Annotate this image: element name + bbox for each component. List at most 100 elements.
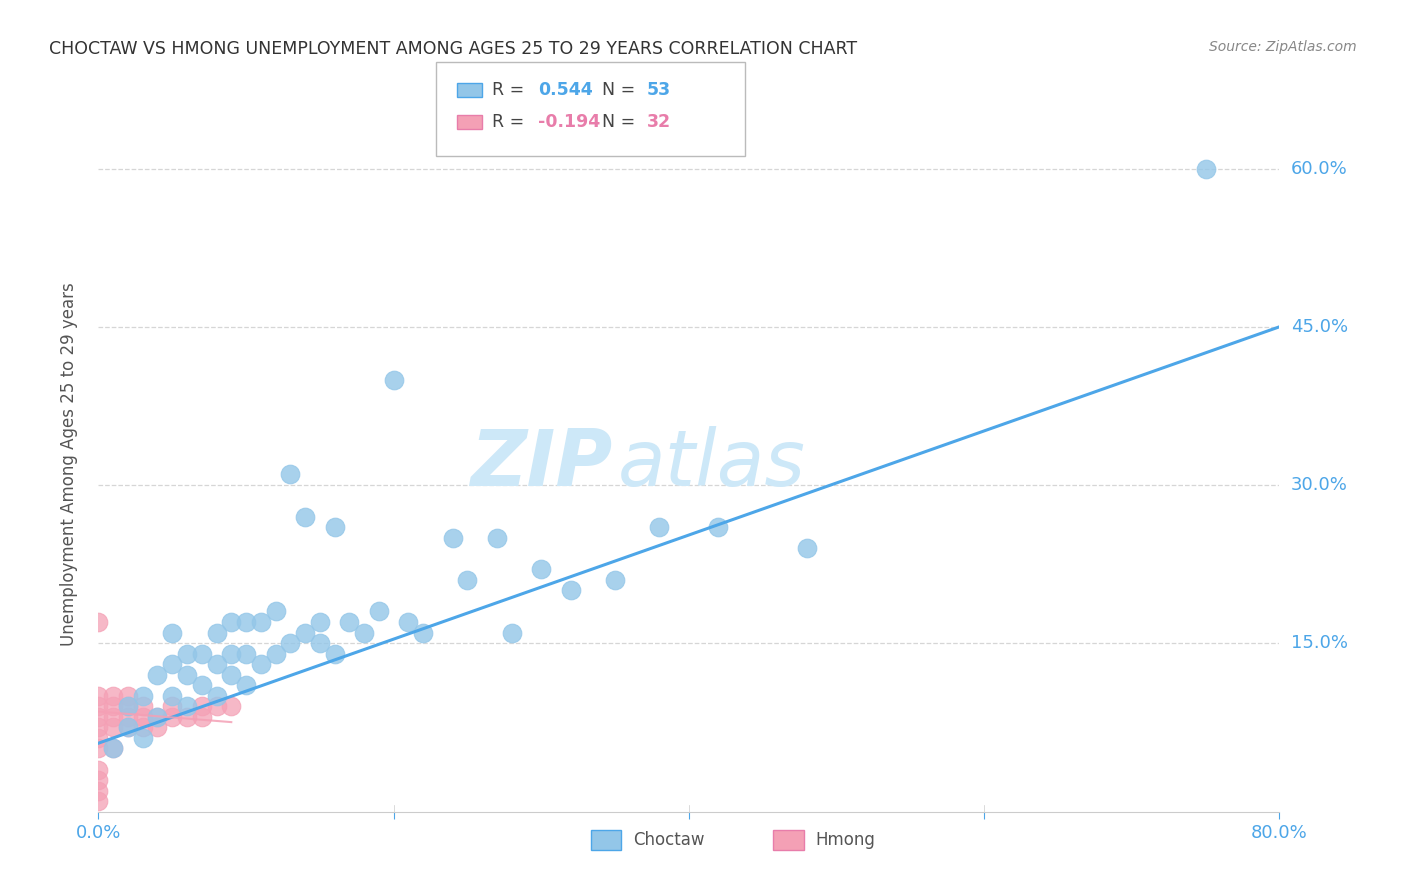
Point [117, 710, 139, 724]
Point [117, 720, 139, 734]
Point [368, 604, 391, 618]
Point [191, 699, 214, 714]
Point [278, 636, 302, 650]
Point [323, 647, 346, 661]
Point [132, 710, 155, 724]
Point [146, 710, 169, 724]
Point [162, 689, 183, 703]
Point [235, 647, 257, 661]
Point [309, 615, 332, 629]
Text: 53: 53 [647, 81, 671, 99]
Point [132, 699, 155, 714]
Point [103, 720, 125, 734]
Point [441, 531, 464, 545]
Point [87, 689, 110, 703]
Text: Hmong: Hmong [815, 831, 876, 849]
Text: 30.0%: 30.0% [1291, 476, 1347, 494]
Text: N =: N = [591, 113, 645, 131]
Text: R =: R = [492, 113, 536, 131]
Y-axis label: Unemployment Among Ages 25 to 29 years: Unemployment Among Ages 25 to 29 years [59, 282, 77, 646]
Point [132, 689, 155, 703]
Point [103, 741, 125, 756]
Point [103, 710, 125, 724]
Point [87, 783, 110, 797]
Point [191, 710, 214, 724]
Point [796, 541, 818, 556]
Point [605, 573, 627, 587]
Point [176, 647, 198, 661]
Point [117, 699, 139, 714]
Text: 32: 32 [647, 113, 671, 131]
Point [87, 773, 110, 788]
Point [250, 657, 273, 672]
Point [707, 520, 730, 534]
Point [278, 467, 302, 482]
Point [162, 625, 183, 640]
Text: atlas: atlas [619, 425, 806, 502]
Point [176, 667, 198, 681]
Point [87, 731, 110, 745]
Point [337, 615, 360, 629]
Point [530, 562, 553, 576]
Point [146, 720, 169, 734]
Point [294, 509, 316, 524]
Point [132, 720, 155, 734]
Point [205, 657, 228, 672]
Text: Source: ZipAtlas.com: Source: ZipAtlas.com [1209, 40, 1357, 54]
Text: Choctaw: Choctaw [633, 831, 704, 849]
Point [235, 615, 257, 629]
Point [146, 667, 169, 681]
Point [294, 625, 316, 640]
Text: R =: R = [492, 81, 536, 99]
Point [205, 689, 228, 703]
Point [235, 678, 257, 692]
Point [323, 520, 346, 534]
Point [560, 583, 582, 598]
Point [117, 689, 139, 703]
Point [176, 710, 198, 724]
Point [87, 741, 110, 756]
Text: -0.194: -0.194 [538, 113, 600, 131]
Text: ZIP: ZIP [470, 425, 612, 502]
Point [205, 625, 228, 640]
Point [219, 647, 242, 661]
Point [87, 699, 110, 714]
Point [219, 667, 242, 681]
Point [219, 699, 242, 714]
Point [250, 615, 273, 629]
Point [103, 689, 125, 703]
Point [648, 520, 671, 534]
Point [191, 678, 214, 692]
Point [205, 699, 228, 714]
Point [87, 615, 110, 629]
Point [103, 699, 125, 714]
Point [396, 615, 419, 629]
Point [309, 636, 332, 650]
Point [87, 794, 110, 808]
Point [264, 647, 287, 661]
Point [191, 647, 214, 661]
Point [1195, 161, 1218, 176]
Point [162, 657, 183, 672]
Point [264, 604, 287, 618]
Point [132, 731, 155, 745]
Point [412, 625, 434, 640]
Point [353, 625, 375, 640]
Text: 45.0%: 45.0% [1291, 318, 1348, 335]
Point [146, 710, 169, 724]
Point [456, 573, 478, 587]
Point [176, 699, 198, 714]
Point [117, 720, 139, 734]
Point [382, 372, 405, 386]
Point [162, 710, 183, 724]
Point [87, 763, 110, 777]
Point [501, 625, 523, 640]
Point [117, 699, 139, 714]
Point [103, 741, 125, 756]
Text: 60.0%: 60.0% [1291, 160, 1347, 178]
Text: 0.544: 0.544 [538, 81, 593, 99]
Point [87, 720, 110, 734]
Text: CHOCTAW VS HMONG UNEMPLOYMENT AMONG AGES 25 TO 29 YEARS CORRELATION CHART: CHOCTAW VS HMONG UNEMPLOYMENT AMONG AGES… [49, 40, 858, 58]
Point [219, 615, 242, 629]
Point [87, 710, 110, 724]
